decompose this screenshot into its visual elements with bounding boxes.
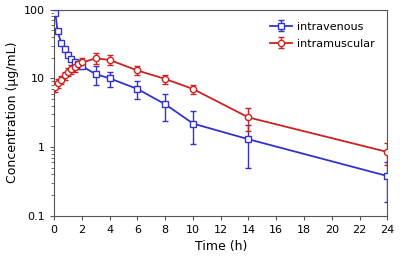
Y-axis label: Concentration (μg/mL): Concentration (μg/mL)	[6, 42, 18, 183]
Legend: intravenous, intramuscular: intravenous, intramuscular	[263, 15, 382, 55]
X-axis label: Time (h): Time (h)	[194, 240, 247, 254]
